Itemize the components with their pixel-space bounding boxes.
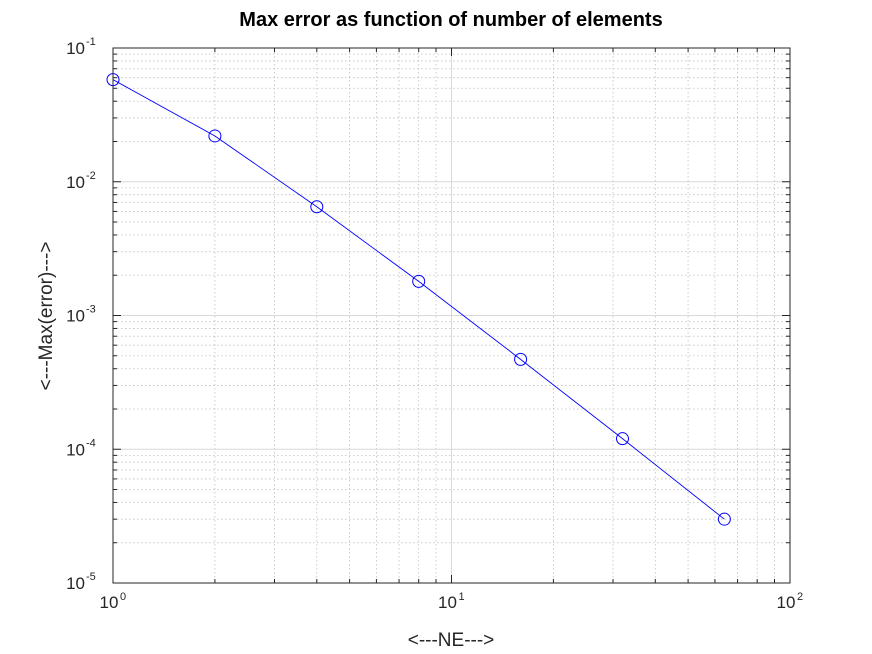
y-tick-exponent: -3: [86, 304, 96, 316]
data-point-marker: [412, 274, 426, 288]
x-tick-exponent: 0: [120, 591, 126, 603]
data-point-marker: [615, 432, 629, 446]
data-point-marker: [208, 129, 222, 143]
y-axis-label: <---Max(error)--->: [36, 242, 57, 391]
minor-grid: [113, 48, 790, 583]
data-point-marker: [514, 352, 528, 366]
tick-marks: [112, 47, 791, 584]
y-tick-label: 10: [66, 173, 85, 192]
series-line: [112, 79, 725, 520]
x-tick-exponent: 2: [797, 591, 803, 603]
y-tick-label: 10: [66, 574, 85, 593]
x-tick-exponent: 1: [459, 591, 465, 603]
x-axis-label: <---NE--->: [408, 630, 495, 651]
data-point-marker: [717, 512, 731, 526]
y-tick-exponent: -5: [86, 571, 96, 583]
y-tick-label: 10: [66, 39, 85, 58]
data-point-marker: [310, 200, 324, 214]
y-tick-label: 10: [66, 307, 85, 326]
chart-title: Max error as function of number of eleme…: [239, 9, 662, 31]
y-tick-labels: 10-510-410-310-210-1: [66, 36, 96, 593]
y-tick-exponent: -1: [86, 36, 96, 48]
x-tick-label: 10: [438, 593, 457, 612]
y-tick-label: 10: [66, 440, 85, 459]
y-tick-exponent: -2: [86, 170, 96, 182]
x-tick-label: 10: [777, 593, 796, 612]
x-tick-labels: 10 0 10 1 10 2: [100, 591, 804, 612]
x-tick-label: 10: [100, 593, 119, 612]
y-tick-exponent: -4: [86, 437, 96, 449]
